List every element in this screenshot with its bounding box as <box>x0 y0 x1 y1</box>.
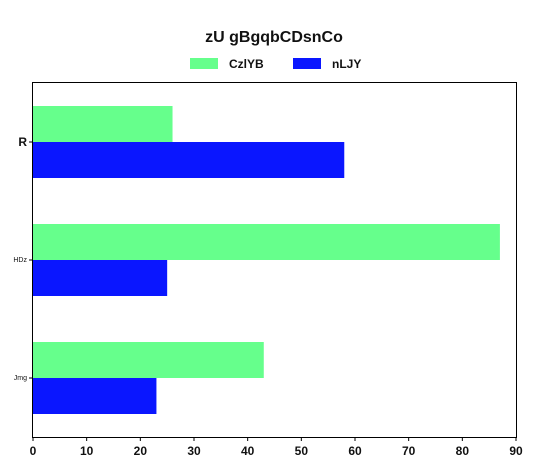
x-tick-label: 50 <box>295 444 309 458</box>
x-tick-label: 90 <box>509 444 523 458</box>
legend-swatch-nljy <box>293 58 321 69</box>
plot-frame <box>32 82 517 438</box>
y-axis: R HDz Jmg <box>13 135 33 382</box>
y-tick-label: HDz <box>13 257 27 264</box>
x-tick-label: 40 <box>241 444 255 458</box>
legend-swatch-czlyb <box>190 58 218 69</box>
y-tick-label: Jmg <box>14 375 27 382</box>
bar-czlyb-hdz <box>33 224 500 260</box>
bar-czlyb-r <box>33 106 173 142</box>
bar-nljy-r <box>33 142 345 178</box>
bar-nljy-hdz <box>33 260 168 296</box>
x-tick-label: 30 <box>187 444 201 458</box>
legend-label-nljy: nLJY <box>332 57 361 71</box>
bar-czlyb-jmg <box>33 342 264 378</box>
x-tick-label: 20 <box>134 444 148 458</box>
x-axis: 0 10 20 30 40 50 60 70 80 90 <box>30 437 523 458</box>
y-tick-label: R <box>18 135 27 149</box>
x-tick-label: 0 <box>30 444 37 458</box>
x-tick-label: 60 <box>348 444 362 458</box>
x-tick-label: 10 <box>80 444 94 458</box>
x-tick-label: 70 <box>402 444 416 458</box>
x-tick-label: 80 <box>456 444 470 458</box>
bar-nljy-jmg <box>33 378 157 414</box>
bars-group <box>33 106 500 414</box>
chart-title: zU gBgqbCDsnCo <box>205 29 343 46</box>
legend: CzlYB nLJY <box>190 57 361 71</box>
legend-label-czlyb: CzlYB <box>229 57 264 71</box>
